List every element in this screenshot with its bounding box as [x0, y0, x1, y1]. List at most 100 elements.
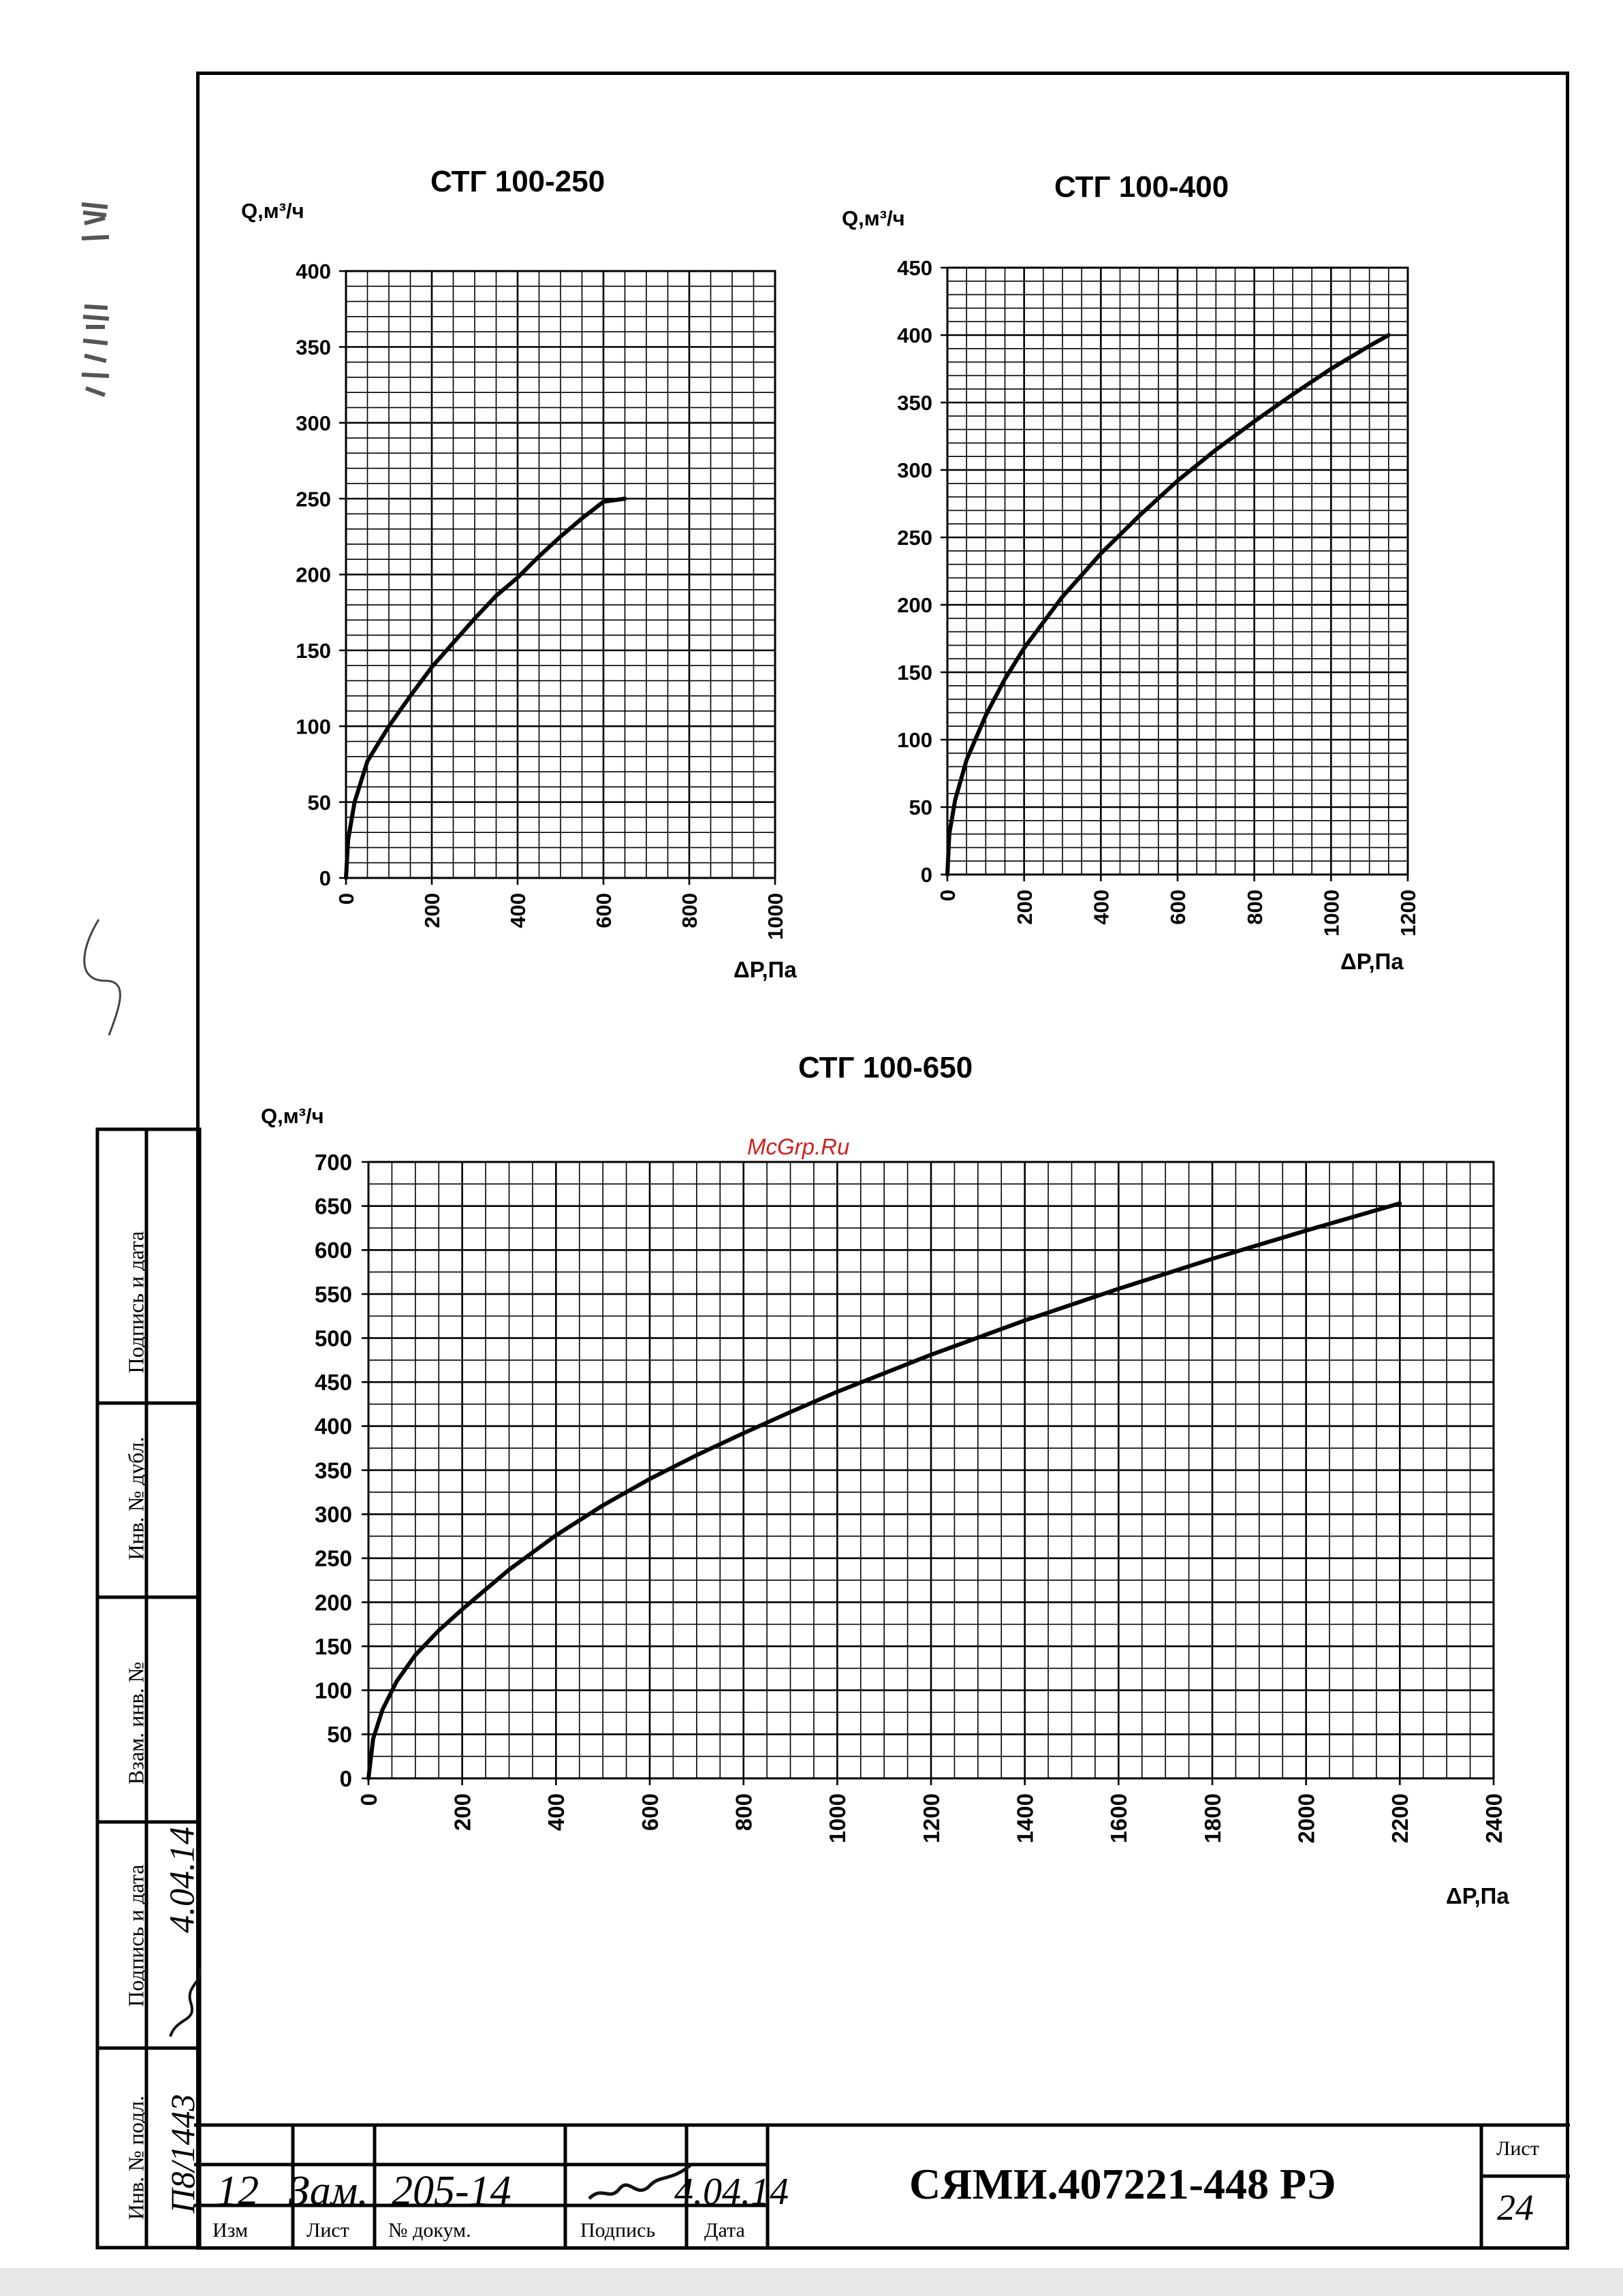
y-tick-label: 400	[897, 324, 932, 347]
x-tick-label: 1400	[1013, 1793, 1038, 1843]
y-tick-label: 100	[897, 728, 932, 752]
x-tick-label: 1000	[825, 1793, 850, 1843]
y-tick-label: 350	[296, 336, 331, 360]
major-grid	[941, 266, 1409, 881]
y-tick-label: 250	[897, 526, 932, 550]
row-change-value: 12	[217, 2168, 259, 2214]
left-margin-block	[95, 1127, 202, 2250]
y-tick-label: 450	[315, 1370, 352, 1395]
x-tick-label: 0	[356, 1793, 381, 1806]
y-tick-label: 300	[296, 411, 331, 435]
series-line	[366, 1201, 1402, 1780]
chart2-x-label: ΔP,Па	[1340, 949, 1404, 974]
y-tick-label: 200	[296, 563, 331, 587]
chart2-y-label: Q,м³/ч	[842, 206, 905, 230]
x-tick-label: 1000	[763, 893, 787, 940]
x-tick-label: 400	[1089, 890, 1113, 925]
margin-signature-scribble	[169, 1968, 202, 2037]
plot-border	[367, 1161, 1495, 1780]
document-number: СЯМИ.407221-448 РЭ	[909, 2160, 1336, 2208]
x-tick-label: 2000	[1294, 1793, 1319, 1843]
series-line	[945, 333, 1391, 877]
y-tick-label: 700	[315, 1150, 352, 1175]
x-tick-label: 1000	[1319, 890, 1343, 937]
row-doc-value: 205-14	[392, 2168, 511, 2214]
y-tick-label: 600	[315, 1238, 352, 1263]
chart1-title: СТГ 100-250	[430, 165, 605, 198]
margin-field-signature-date-1: Подпись и дата	[123, 1231, 148, 1374]
x-tick-label: 1200	[1396, 890, 1420, 937]
header-doc-number: № докум.	[388, 2219, 471, 2242]
x-tick-label: 2400	[1481, 1793, 1507, 1843]
y-tick-label: 0	[319, 866, 331, 890]
row-sheet-value: Зам.	[289, 2168, 368, 2214]
handwritten-date-margin: 4.04.14	[163, 1827, 202, 1933]
x-tick-label: 0	[936, 890, 960, 901]
x-tick-label: 800	[731, 1793, 757, 1831]
y-tick-label: 500	[315, 1325, 352, 1351]
archive-stamp-mark	[81, 202, 110, 397]
y-tick-label: 250	[296, 487, 331, 511]
watermark: McGrp.Ru	[747, 1134, 850, 1159]
y-tick-label: 650	[315, 1194, 352, 1219]
sheet-label: Лист	[1496, 2137, 1539, 2160]
x-tick-label: 1800	[1200, 1793, 1225, 1843]
y-tick-label: 150	[315, 1634, 352, 1659]
y-tick-label: 350	[897, 391, 932, 415]
scan-bottom-band	[0, 2268, 1623, 2296]
x-tick-label: 2200	[1387, 1793, 1413, 1843]
title-block-grid	[194, 2123, 1570, 2248]
sheet-number: 24	[1497, 2187, 1534, 2228]
margin-field-dup-inventory: Инв. № дубл.	[123, 1436, 148, 1560]
y-tick-label: 100	[296, 714, 331, 738]
row-date-value: 4.04.14	[674, 2171, 789, 2213]
x-tick-label: 1600	[1106, 1793, 1131, 1843]
chart1-y-label: Q,м³/ч	[241, 199, 304, 223]
header-sheet: Лист	[306, 2219, 349, 2242]
y-tick-label: 200	[315, 1590, 352, 1615]
y-tick-label: 250	[315, 1546, 352, 1571]
x-tick-label: 600	[1166, 890, 1190, 925]
y-tick-label: 150	[296, 639, 331, 663]
y-tick-label: 50	[909, 796, 932, 819]
chart1-x-label: ΔP,Па	[734, 957, 797, 982]
y-tick-label: 0	[921, 863, 932, 887]
chart3-title: СТГ 100-650	[798, 1051, 973, 1084]
y-tick-label: 400	[315, 1414, 352, 1439]
x-tick-label: 600	[592, 893, 616, 928]
x-tick-label: 600	[637, 1793, 663, 1831]
x-tick-label: 0	[334, 893, 358, 905]
y-tick-label: 0	[340, 1766, 352, 1791]
y-tick-label: 300	[315, 1502, 352, 1527]
title-block-signature	[588, 2163, 693, 2200]
y-tick-label: 200	[897, 593, 932, 617]
x-tick-label: 200	[420, 893, 444, 928]
header-signature: Подпись	[580, 2219, 656, 2242]
x-tick-label: 200	[450, 1793, 475, 1831]
y-tick-label: 550	[315, 1282, 352, 1307]
x-tick-label: 1200	[919, 1793, 944, 1843]
plot-border	[946, 266, 1409, 876]
header-change: Изм	[212, 2219, 249, 2242]
pencil-mark	[83, 919, 121, 1036]
plot-border	[345, 270, 776, 879]
chart2-title: СТГ 100-400	[1054, 170, 1229, 204]
x-tick-label: 800	[678, 893, 702, 928]
chart3-y-label: Q,м³/ч	[261, 1104, 324, 1128]
series-line	[344, 497, 627, 880]
y-tick-label: 350	[315, 1458, 352, 1483]
x-tick-label: 200	[1013, 890, 1037, 925]
y-tick-label: 50	[308, 791, 331, 815]
x-tick-label: 800	[1243, 890, 1267, 925]
y-tick-label: 150	[897, 661, 932, 685]
y-tick-label: 50	[327, 1722, 352, 1747]
margin-field-replaced-inventory: Взам. инв. №	[123, 1661, 148, 1785]
header-date: Дата	[704, 2219, 745, 2242]
x-tick-label: 400	[506, 893, 530, 928]
x-tick-label: 400	[543, 1793, 569, 1831]
major-grid	[362, 1161, 1495, 1785]
margin-field-original-inventory: Инв. № подл.	[123, 2095, 148, 2220]
